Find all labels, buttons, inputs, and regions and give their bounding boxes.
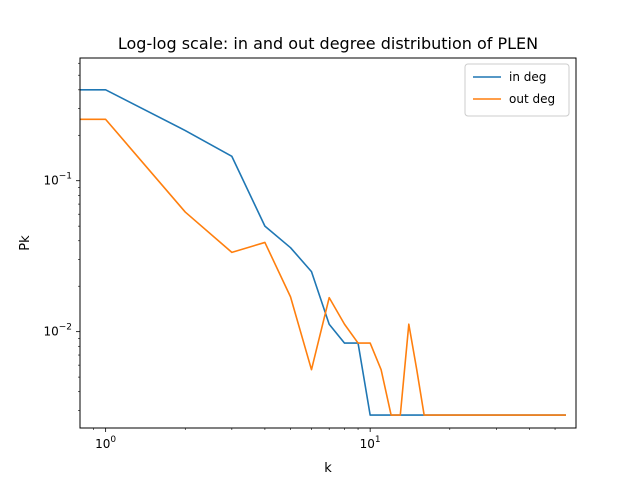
- legend: in deg out deg: [464, 63, 570, 117]
- y-tick-label-0: 10−2: [43, 323, 72, 339]
- x-tick-label-0: 100: [95, 435, 116, 451]
- legend-label-0: in deg: [509, 70, 546, 84]
- series-layer: [80, 89, 566, 416]
- y-tick-label-1: 10−1: [43, 172, 72, 188]
- major-ticks: 100 101 10−2 10−1: [43, 172, 380, 451]
- x-axis-label: k: [324, 461, 332, 476]
- y-axis-label: Pk: [18, 235, 33, 251]
- legend-label-1: out deg: [509, 92, 555, 106]
- x-tick-label-1: 101: [360, 435, 381, 451]
- chart-title: Log-log scale: in and out degree distrib…: [118, 34, 538, 53]
- series-line-1: [80, 118, 566, 416]
- plot-frame: [79, 57, 577, 429]
